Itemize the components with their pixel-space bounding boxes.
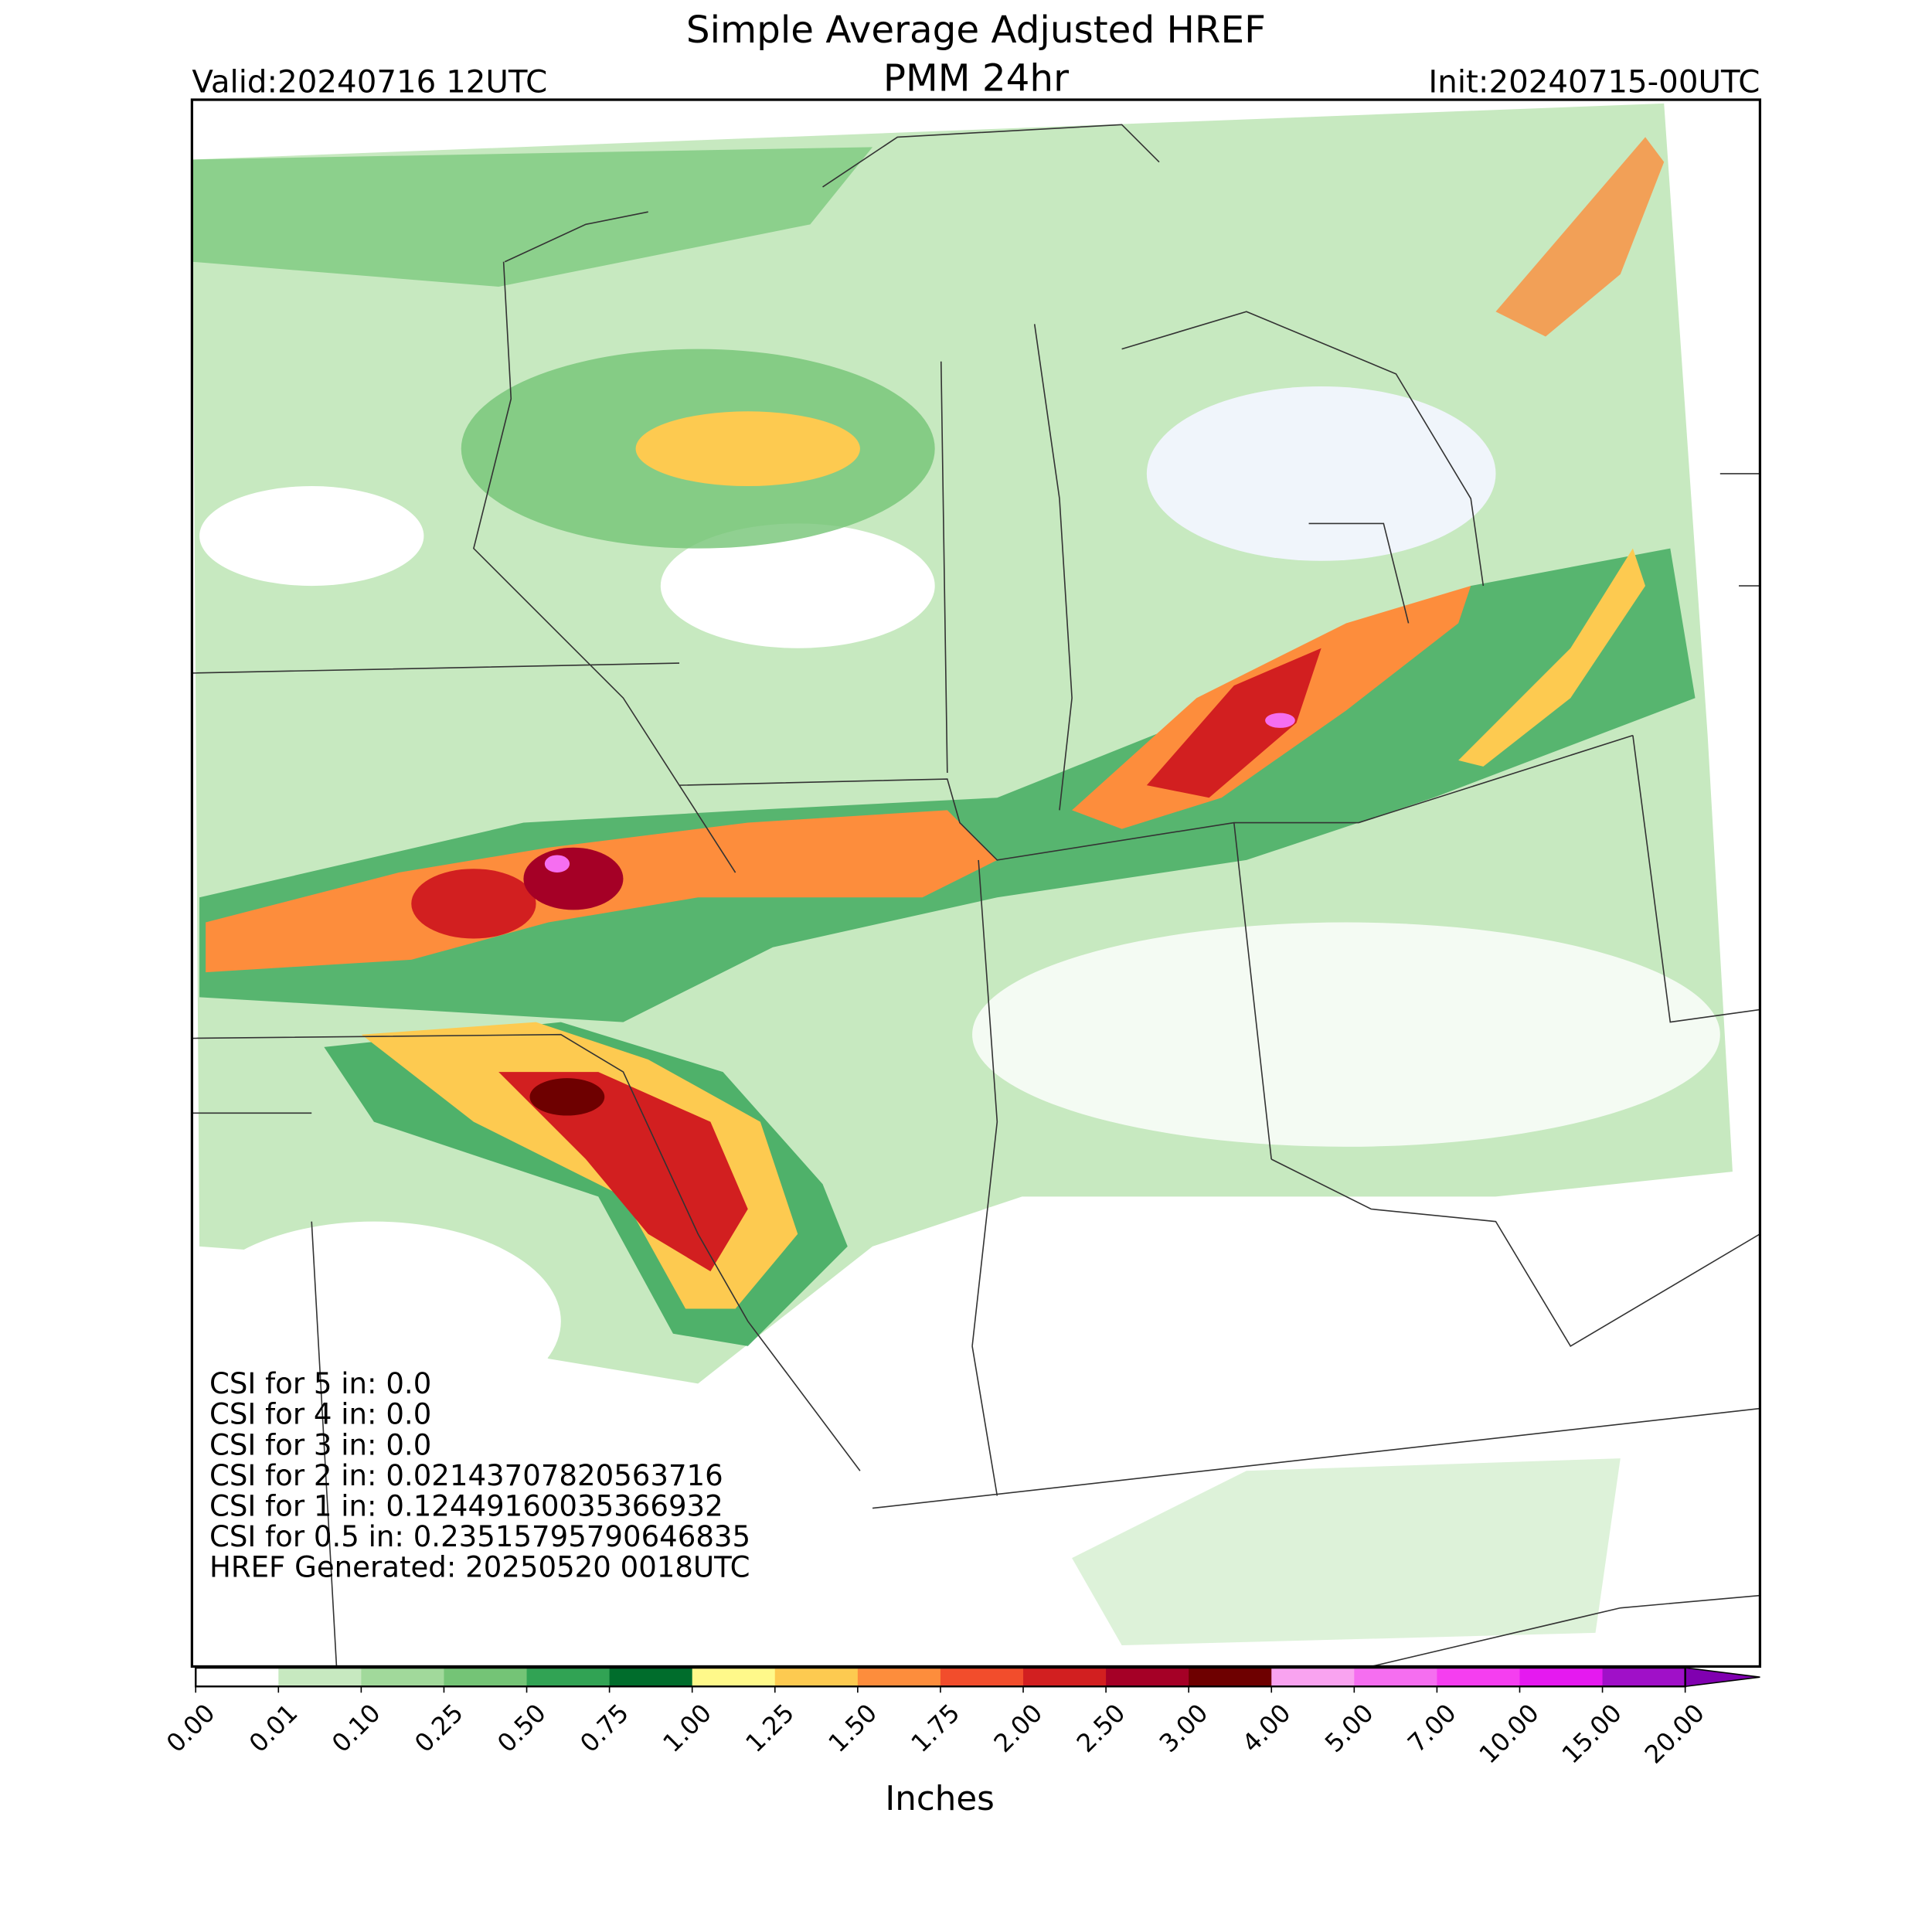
colorbar-segment [692,1668,776,1687]
init-time: Init:20240715-00UTC [1428,63,1760,100]
colorbar-tick-label: 1.75 [906,1698,966,1758]
precip-extreme [544,855,570,873]
colorbar-tick-label: 2.50 [1071,1698,1131,1758]
colorbar-tick-label: 1.50 [823,1698,883,1758]
colorbar-tick-label: 15.00 [1556,1698,1628,1769]
colorbar-segment [196,1668,280,1687]
csi-annotation: CSI for 1 in: 0.12449160035366932 [209,1489,723,1522]
subtitle: PMM 24hr [883,57,1069,100]
colorbar-tick-label: 4.00 [1236,1698,1297,1758]
map-frame [190,98,1762,1668]
precip-none [972,922,1720,1147]
precip-extreme [523,847,624,910]
colorbar-extension [1684,1667,1760,1688]
precip-none [1146,386,1496,561]
colorbar-tick-label: 0.50 [492,1698,552,1758]
precip-heavy [1146,648,1321,798]
precip-heavy [1458,548,1646,767]
precip-heavy [635,411,860,487]
csi-annotation: CSI for 4 in: 0.0 [209,1398,431,1431]
csi-annotation: CSI for 2 in: 0.02143707820563716 [209,1459,723,1492]
precip-light [1072,1458,1621,1646]
colorbar-tick-label: 3.00 [1154,1698,1214,1758]
precip-heavy [498,1072,748,1272]
colorbar-segment [526,1668,611,1687]
colorbar-segment [361,1668,445,1687]
colorbar-tick-label: 0.01 [243,1698,304,1758]
colorbar-segment [444,1668,528,1687]
precip-none [192,1221,561,1421]
colorbar: 0.00 0.01 0.10 0.25 0.50 0.75 1.00 1.25 1.50 1.75… [161,1666,1760,1770]
csi-annotation: CSI for 5 in: 0.0 [209,1367,431,1400]
colorbar-segment [1106,1668,1189,1687]
precip-none [660,523,935,648]
csi-annotation: CSI for 0.5 in: 0.23515795790646835 [209,1520,750,1553]
colorbar-segment [1437,1668,1521,1687]
colorbar-tick-label: 1.00 [657,1698,717,1758]
colorbar-segment [1023,1668,1107,1687]
colorbar-tick-label: 20.00 [1639,1698,1710,1769]
colorbar-segment [1189,1668,1273,1687]
map [192,103,1760,1667]
precip-medium [192,147,873,287]
colorbar-segment [940,1668,1024,1687]
precip-extreme [1265,713,1295,728]
precip-extreme [529,1078,605,1116]
colorbar-tick-label: 7.00 [1402,1698,1462,1758]
colorbar-segment [1602,1668,1686,1687]
colorbar-segment [857,1668,941,1687]
precip-none [199,486,424,587]
colorbar-segment [774,1668,859,1687]
colorbar-tick-label: 2.00 [988,1698,1049,1758]
colorbar-segment [1354,1668,1438,1687]
colorbar-segment [278,1668,362,1687]
colorbar-tick-label: 1.25 [740,1698,800,1758]
title: Simple Average Adjusted HREF [686,9,1266,52]
valid-time: Valid:20240716 12UTC [192,63,547,100]
colorbar-tick-label: 0.25 [409,1698,469,1758]
colorbar-tick-label: 5.00 [1319,1698,1379,1758]
colorbar-tick-label: 0.00 [161,1698,221,1758]
csi-annotation: HREF Generated: 20250520 0018UTC [209,1550,750,1583]
colorbar-segment [609,1668,693,1687]
colorbar-segment [1519,1668,1604,1687]
csi-annotation: CSI for 3 in: 0.0 [209,1428,431,1461]
colorbar-segment [1271,1668,1355,1687]
precip-heavy [411,869,536,939]
colorbar-label: Inches [885,1780,994,1818]
colorbar-tick-label: 0.10 [326,1698,386,1758]
precip-heavy [1495,137,1665,337]
colorbar-tick-label: 10.00 [1474,1698,1545,1769]
colorbar-tick-label: 0.75 [574,1698,634,1758]
